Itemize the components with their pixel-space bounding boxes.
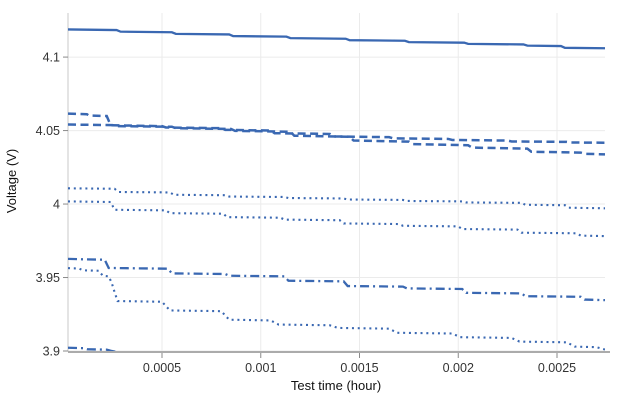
- y-tick-label-4.05: 4.05: [36, 124, 60, 138]
- x-axis-title: Test time (hour): [290, 378, 382, 393]
- x-tick-label-0.0025: 0.0025: [538, 361, 576, 375]
- y-tick-label-3.9: 3.9: [43, 345, 60, 359]
- series-group: [68, 28, 605, 351]
- series-4-dotted-line: [68, 187, 605, 210]
- y-tick-label-4: 4: [53, 198, 60, 212]
- x-tick-label-0.002: 0.002: [443, 361, 474, 375]
- y-tick-label-4.1: 4.1: [43, 51, 60, 65]
- axis-ticks: 0.0005 0.001 0.0015 0.002 0.0025 3.9 3.95 4 4.05…: [36, 51, 577, 375]
- series-2-dashed-line: [68, 112, 605, 145]
- y-axis-title: Voltage (V): [4, 148, 19, 214]
- x-tick-label-0.0015: 0.0015: [340, 361, 378, 375]
- y-tick-label-3.95: 3.95: [36, 271, 60, 285]
- series-3-dashed-line: [68, 123, 605, 156]
- x-tick-label-0.001: 0.001: [245, 361, 276, 375]
- x-tick-label-0.0005: 0.0005: [143, 361, 181, 375]
- series-8-dashdot-line: [68, 346, 116, 351]
- series-6-dashdot-line: [68, 257, 605, 302]
- series-1-solid-line: [68, 28, 605, 50]
